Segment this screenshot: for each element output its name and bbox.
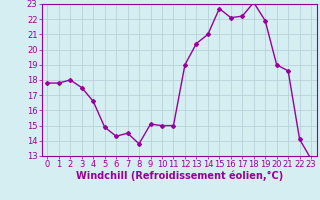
X-axis label: Windchill (Refroidissement éolien,°C): Windchill (Refroidissement éolien,°C) [76,171,283,181]
